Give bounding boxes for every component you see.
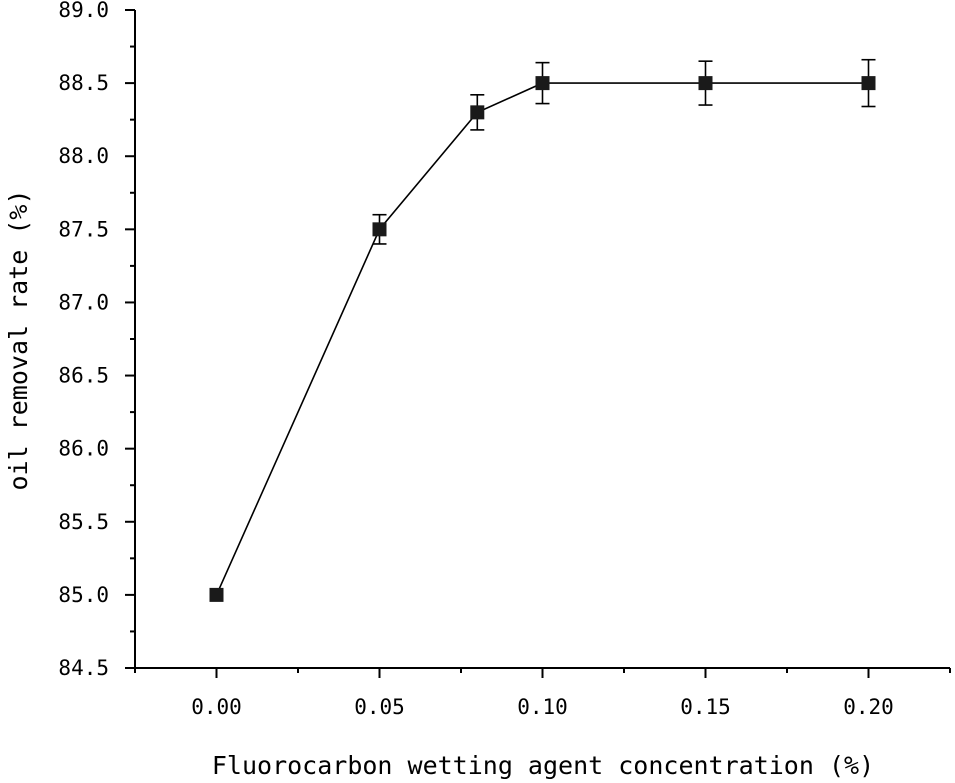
y-tick-label: 84.5 — [58, 656, 109, 680]
y-tick-label: 85.5 — [58, 510, 109, 534]
data-point — [209, 587, 224, 602]
y-tick-label: 88.5 — [58, 71, 109, 95]
y-tick-label: 86.5 — [58, 364, 109, 388]
data-point — [861, 76, 876, 91]
x-tick-label: 0.20 — [843, 695, 894, 719]
y-tick-label: 87.0 — [58, 290, 109, 314]
x-tick-label: 0.10 — [517, 695, 568, 719]
y-axis-label: oil removal rate (%) — [4, 189, 33, 490]
y-tick-label: 88.0 — [58, 144, 109, 168]
x-axis-label: Fluorocarbon wetting agent concentration… — [212, 751, 874, 780]
x-tick-label: 0.05 — [354, 695, 405, 719]
data-marks — [209, 58, 876, 602]
y-tick-label: 87.5 — [58, 217, 109, 241]
y-tick-label: 86.0 — [58, 437, 109, 461]
y-tick-label: 89.0 — [58, 0, 109, 22]
axes: 84.5 85.0 85.5 86.0 86.5 87.0 87.5 88.0 88.5 89.0… — [58, 0, 951, 719]
x-tick-label: 0.00 — [191, 695, 242, 719]
series-line — [215, 82, 869, 596]
data-point — [698, 76, 713, 91]
y-tick-label: 85.0 — [58, 583, 109, 607]
data-point — [470, 105, 485, 120]
data-point — [372, 222, 387, 237]
x-tick-label: 0.15 — [680, 695, 731, 719]
data-point — [535, 76, 550, 91]
